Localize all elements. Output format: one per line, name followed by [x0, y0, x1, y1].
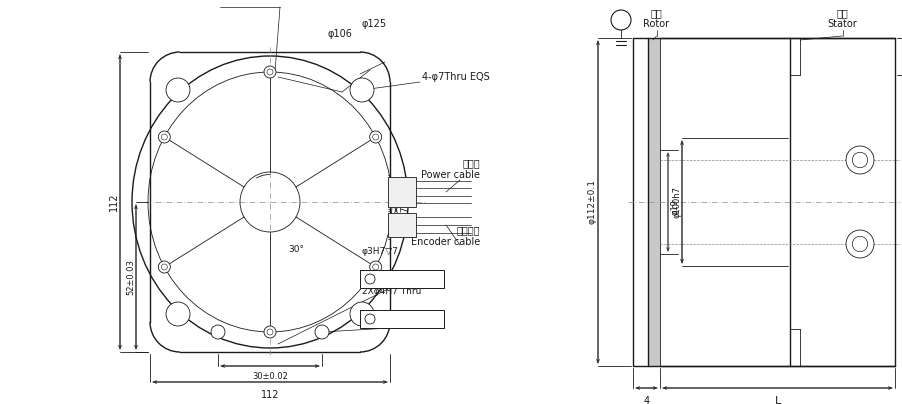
Circle shape: [370, 131, 382, 143]
Circle shape: [159, 261, 170, 273]
Circle shape: [611, 10, 631, 30]
Text: φ106: φ106: [327, 29, 352, 39]
Circle shape: [264, 326, 276, 338]
Circle shape: [852, 236, 868, 252]
Circle shape: [264, 66, 276, 78]
Text: Stator: Stator: [828, 19, 858, 29]
Circle shape: [370, 261, 382, 273]
Bar: [648, 38, 660, 366]
Circle shape: [350, 302, 374, 326]
Bar: [360, 270, 444, 288]
Circle shape: [852, 152, 868, 168]
Circle shape: [267, 69, 273, 75]
Circle shape: [267, 329, 273, 335]
Text: 2Xφ4H7 Thru: 2Xφ4H7 Thru: [362, 287, 421, 296]
Text: 0.05: 0.05: [391, 274, 411, 284]
Text: 定子: 定子: [837, 8, 849, 18]
Text: A: A: [430, 314, 436, 324]
Text: Power cable: Power cable: [421, 170, 480, 180]
Text: 30°: 30°: [288, 246, 304, 255]
Text: 动力线: 动力线: [463, 158, 480, 168]
Circle shape: [373, 264, 379, 270]
Circle shape: [166, 302, 190, 326]
Circle shape: [846, 146, 874, 174]
Text: Encoder cable: Encoder cable: [410, 237, 480, 247]
Text: φ112±0.1: φ112±0.1: [587, 179, 596, 225]
Circle shape: [846, 230, 874, 258]
Circle shape: [315, 325, 329, 339]
Bar: [360, 310, 444, 328]
Text: A: A: [430, 274, 436, 284]
Circle shape: [166, 78, 190, 102]
Bar: [388, 177, 416, 207]
Text: 112: 112: [261, 390, 280, 400]
Circle shape: [373, 134, 379, 140]
Text: Rotor: Rotor: [643, 19, 669, 29]
Text: A: A: [617, 15, 625, 25]
Circle shape: [161, 134, 168, 140]
Bar: [388, 213, 416, 237]
Text: 0.05: 0.05: [391, 314, 411, 324]
Text: 4-φ7Thru EQS: 4-φ7Thru EQS: [422, 72, 490, 82]
Text: 30±0.02: 30±0.02: [252, 372, 288, 381]
Circle shape: [365, 314, 375, 324]
Text: 112: 112: [109, 193, 119, 211]
Text: φ3H7▽7: φ3H7▽7: [362, 247, 399, 256]
Circle shape: [211, 325, 225, 339]
Circle shape: [365, 274, 375, 284]
Text: φ125: φ125: [362, 19, 387, 29]
Text: 转子: 转子: [650, 8, 662, 18]
Circle shape: [350, 78, 374, 102]
Text: 4: 4: [643, 396, 649, 404]
Text: 17: 17: [400, 204, 409, 216]
Text: L: L: [775, 396, 780, 404]
Text: φ19: φ19: [670, 199, 679, 215]
Text: 编码器线: 编码器线: [456, 225, 480, 235]
Text: φ100h7: φ100h7: [673, 186, 682, 218]
Circle shape: [161, 264, 168, 270]
Circle shape: [159, 131, 170, 143]
Text: 52±0.03: 52±0.03: [126, 259, 135, 295]
